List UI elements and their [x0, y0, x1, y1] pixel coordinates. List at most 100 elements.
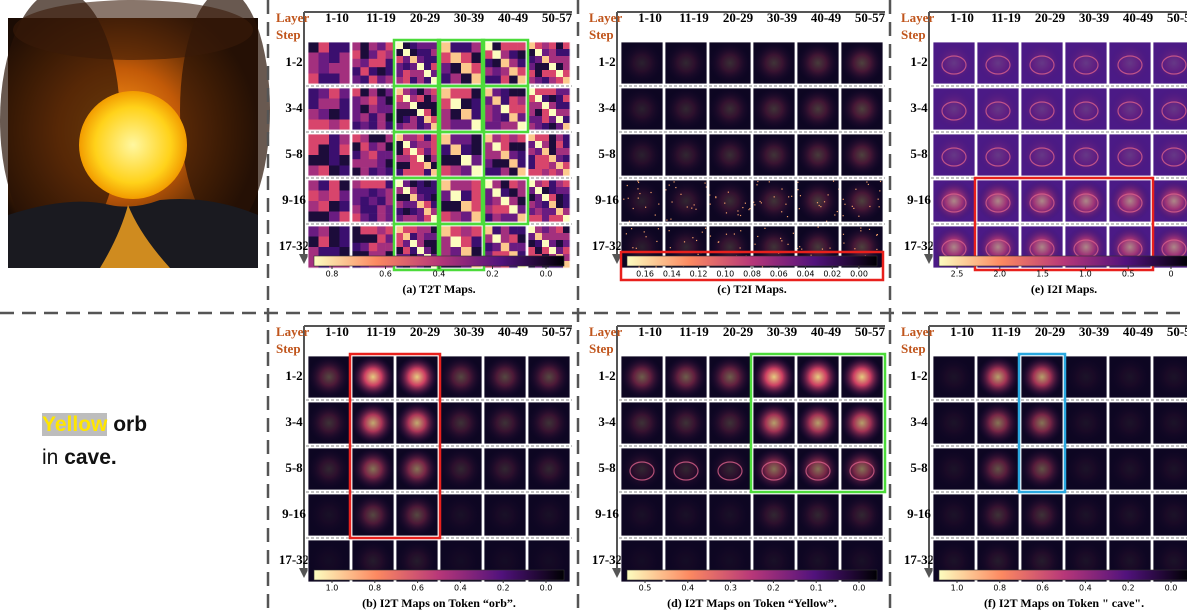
heatmap-pixel — [542, 141, 550, 149]
heatmap-glow — [933, 42, 975, 84]
heatmap-pixel — [308, 42, 319, 53]
heatmap-pixel — [360, 205, 370, 214]
heatmap-pixel — [403, 77, 411, 85]
row-label: 17-32 — [592, 238, 622, 253]
heatmap-ring — [1029, 101, 1055, 121]
column-label: 40-49 — [811, 324, 842, 339]
cell-border — [351, 539, 395, 583]
heatmap-pixel — [471, 119, 483, 131]
heatmap-pixel — [339, 211, 351, 223]
heatmap-speck — [658, 203, 660, 205]
heatmap-pixel — [403, 95, 411, 103]
heatmap-glow — [665, 42, 707, 84]
heatmap-pixel — [440, 211, 451, 223]
heatmap-pixel — [461, 144, 472, 156]
column-label: 20-29 — [723, 324, 754, 339]
heatmap-pixel — [424, 109, 432, 117]
cell-border — [752, 447, 796, 491]
heatmap-pixel — [352, 205, 361, 214]
row-label: 5-8 — [598, 146, 616, 161]
cell-border — [1108, 41, 1152, 85]
heatmap-speck — [632, 207, 634, 210]
heatmap-ring — [985, 55, 1011, 75]
row-label: 17-32 — [904, 552, 934, 567]
heatmap-speck — [753, 201, 755, 203]
heatmap-speck — [866, 181, 868, 183]
heatmap-pixel — [556, 134, 564, 142]
heatmap-pixel — [385, 142, 395, 152]
heatmap-pixel — [329, 190, 340, 202]
heatmap-cell — [1020, 133, 1064, 177]
heatmap-cell — [1108, 355, 1152, 399]
heatmap-glow — [753, 88, 795, 130]
heatmap-pixel — [542, 208, 550, 216]
heatmap-cell — [439, 41, 483, 85]
colorbar-tick-label: 0.04 — [797, 270, 815, 279]
panel: Layer Step 1-10 11-19 20-29 30-39 40-49 50-57 1-… — [589, 324, 887, 610]
heatmap-ring — [1117, 101, 1143, 121]
heatmap-pixel — [556, 187, 564, 195]
heatmap-pixel — [403, 233, 411, 241]
heatmap-pixel — [417, 141, 425, 149]
heatmap-pixel — [563, 169, 571, 177]
heatmap-speck — [725, 212, 728, 214]
row-label: 1-2 — [910, 54, 927, 69]
heatmap-pixel — [517, 234, 527, 244]
heatmap-pixel — [528, 155, 536, 163]
cell-border — [796, 87, 840, 131]
heatmap-speck — [877, 198, 879, 200]
heatmap-pixel — [396, 215, 404, 223]
heatmap-speck — [718, 241, 720, 243]
heatmap-pixel — [500, 75, 510, 85]
heatmap-pixel — [329, 236, 340, 248]
heatmap-glow — [1021, 448, 1063, 490]
heatmap-speck — [759, 200, 761, 203]
heatmap-speck — [665, 189, 667, 191]
heatmap-pixel — [318, 109, 330, 120]
heatmap-glow — [396, 448, 438, 490]
heatmap-pixel — [385, 242, 395, 252]
heatmap-pixel — [500, 96, 510, 106]
heatmap-pixel — [417, 49, 425, 57]
heatmap-pixel — [535, 95, 543, 103]
heatmap-pixel — [417, 56, 425, 64]
heatmap-pixel — [528, 194, 536, 202]
heatmap-pixel — [563, 123, 571, 131]
heatmap-pixel — [549, 88, 557, 96]
row-label: 1-2 — [598, 368, 615, 383]
heatmap-glow — [665, 448, 707, 490]
heatmap-speck — [773, 196, 775, 198]
heatmap-pixel — [492, 188, 502, 198]
heatmap-pixel — [556, 180, 564, 188]
heatmap-speck — [643, 231, 645, 233]
heatmap-pixel — [396, 49, 404, 57]
cell-border — [395, 447, 439, 491]
heatmap-pixel — [329, 73, 340, 85]
heatmap-pixel — [385, 188, 395, 198]
heatmap-pixel — [549, 102, 557, 110]
heatmap-cell — [483, 355, 527, 399]
cell-border — [708, 539, 752, 583]
heatmap-ring — [941, 55, 967, 75]
highlight-box — [348, 352, 442, 540]
row-label: 17-32 — [592, 552, 622, 567]
cell-border — [708, 179, 752, 223]
heatmap-pixel — [549, 56, 557, 64]
heatmap-glow — [1153, 448, 1187, 490]
heatmap-pixel — [396, 123, 404, 131]
heatmap-pixel — [368, 242, 378, 252]
heatmap-pixel — [352, 142, 361, 152]
heatmap-pixel — [563, 261, 571, 269]
column-label: 11-19 — [991, 324, 1021, 339]
heatmap-pixel — [431, 102, 439, 110]
heatmap-pixel — [563, 63, 571, 71]
heatmap-pixel — [500, 88, 510, 97]
heatmap-speck — [637, 188, 639, 190]
heatmap-pixel — [471, 226, 483, 237]
colorbar-tick-label: 0.0 — [1165, 584, 1178, 593]
colorbar-tick-label: 0.4 — [454, 584, 467, 593]
heatmap-pixel — [549, 77, 557, 85]
heatmap-cell — [483, 87, 527, 131]
heatmap-pixel — [431, 63, 439, 71]
heatmap-pixel — [403, 116, 411, 124]
